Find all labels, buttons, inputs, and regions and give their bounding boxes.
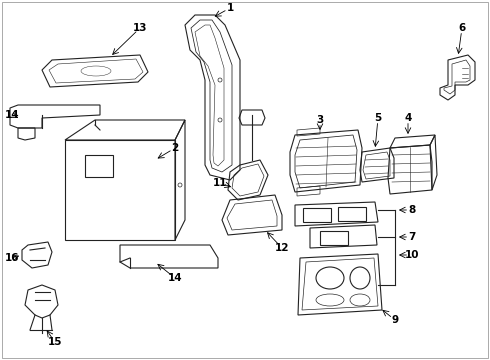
Text: 10: 10 [405, 250, 419, 260]
Text: 6: 6 [458, 23, 466, 33]
Text: 8: 8 [408, 205, 416, 215]
Text: 4: 4 [404, 113, 412, 123]
Text: 16: 16 [5, 253, 19, 263]
Text: 14: 14 [168, 273, 182, 283]
Bar [320, 231, 348, 245]
Text: 7: 7 [408, 232, 416, 242]
Text: 5: 5 [374, 113, 382, 123]
Bar [303, 208, 331, 222]
Text: 3: 3 [317, 115, 323, 125]
Bar [338, 207, 366, 221]
Text: 15: 15 [48, 337, 62, 347]
Text: 11: 11 [213, 178, 227, 188]
Bar [85, 155, 113, 177]
Text: 9: 9 [392, 315, 398, 325]
Text: 13: 13 [133, 23, 147, 33]
Text: 12: 12 [275, 243, 289, 253]
Text: 2: 2 [172, 143, 179, 153]
Text: 14: 14 [5, 110, 19, 120]
Text: 1: 1 [226, 3, 234, 13]
